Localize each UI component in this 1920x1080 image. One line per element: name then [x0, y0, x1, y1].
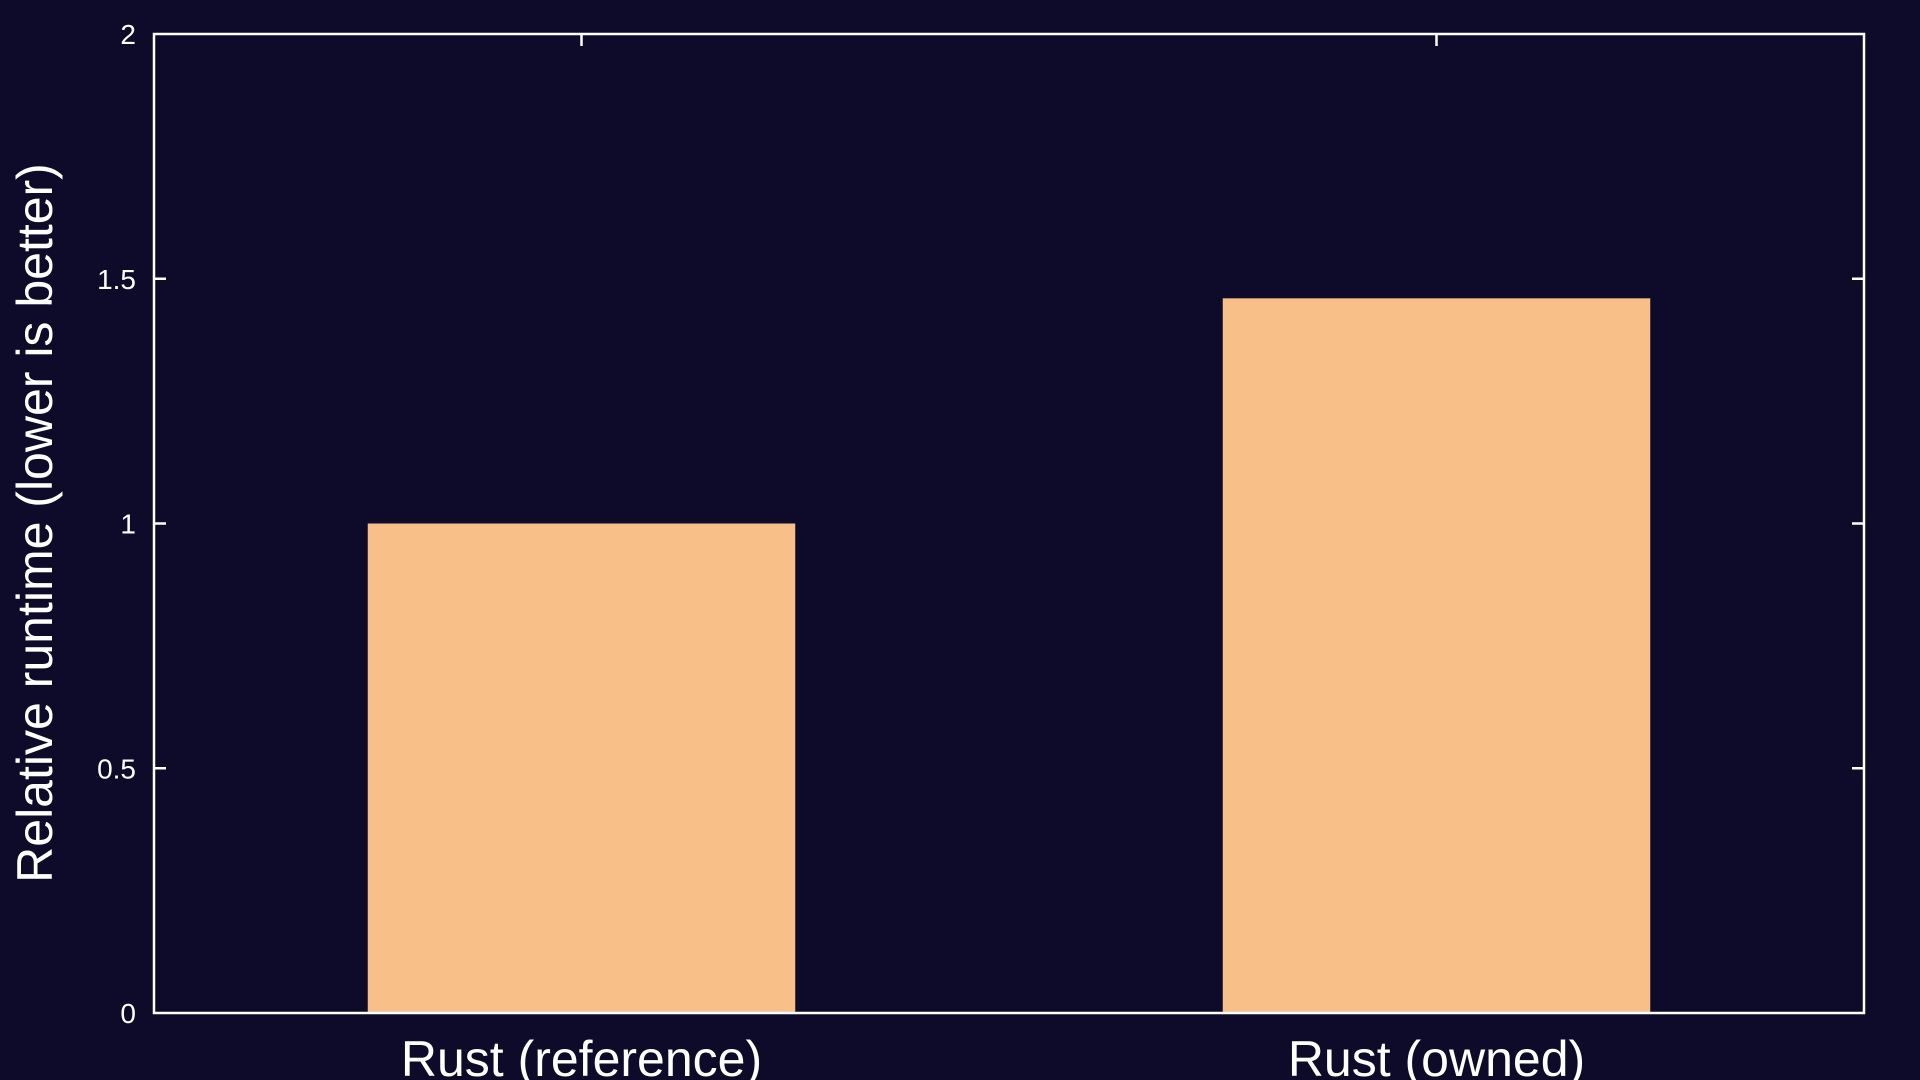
- x-ticks-group: Rust (reference) Rust (owned): [401, 34, 1585, 1080]
- bar-1: [367, 523, 796, 1013]
- y-ticks-group: 0 0.5 1 1.5 2: [97, 19, 1864, 1029]
- x-tick-label: Rust (owned): [1288, 1031, 1585, 1080]
- bar-2: [1222, 298, 1651, 1014]
- y-tick-label: 2: [120, 19, 136, 50]
- y-tick-label: 1.5: [97, 264, 136, 295]
- y-tick-label: 0: [120, 998, 136, 1029]
- y-tick-label: 1: [120, 509, 136, 540]
- y-axis-title: Relative runtime (lower is better): [7, 163, 63, 883]
- y-tick-label: 0.5: [97, 753, 136, 784]
- bars-group: [367, 298, 1651, 1014]
- x-tick-label: Rust (reference): [401, 1031, 762, 1080]
